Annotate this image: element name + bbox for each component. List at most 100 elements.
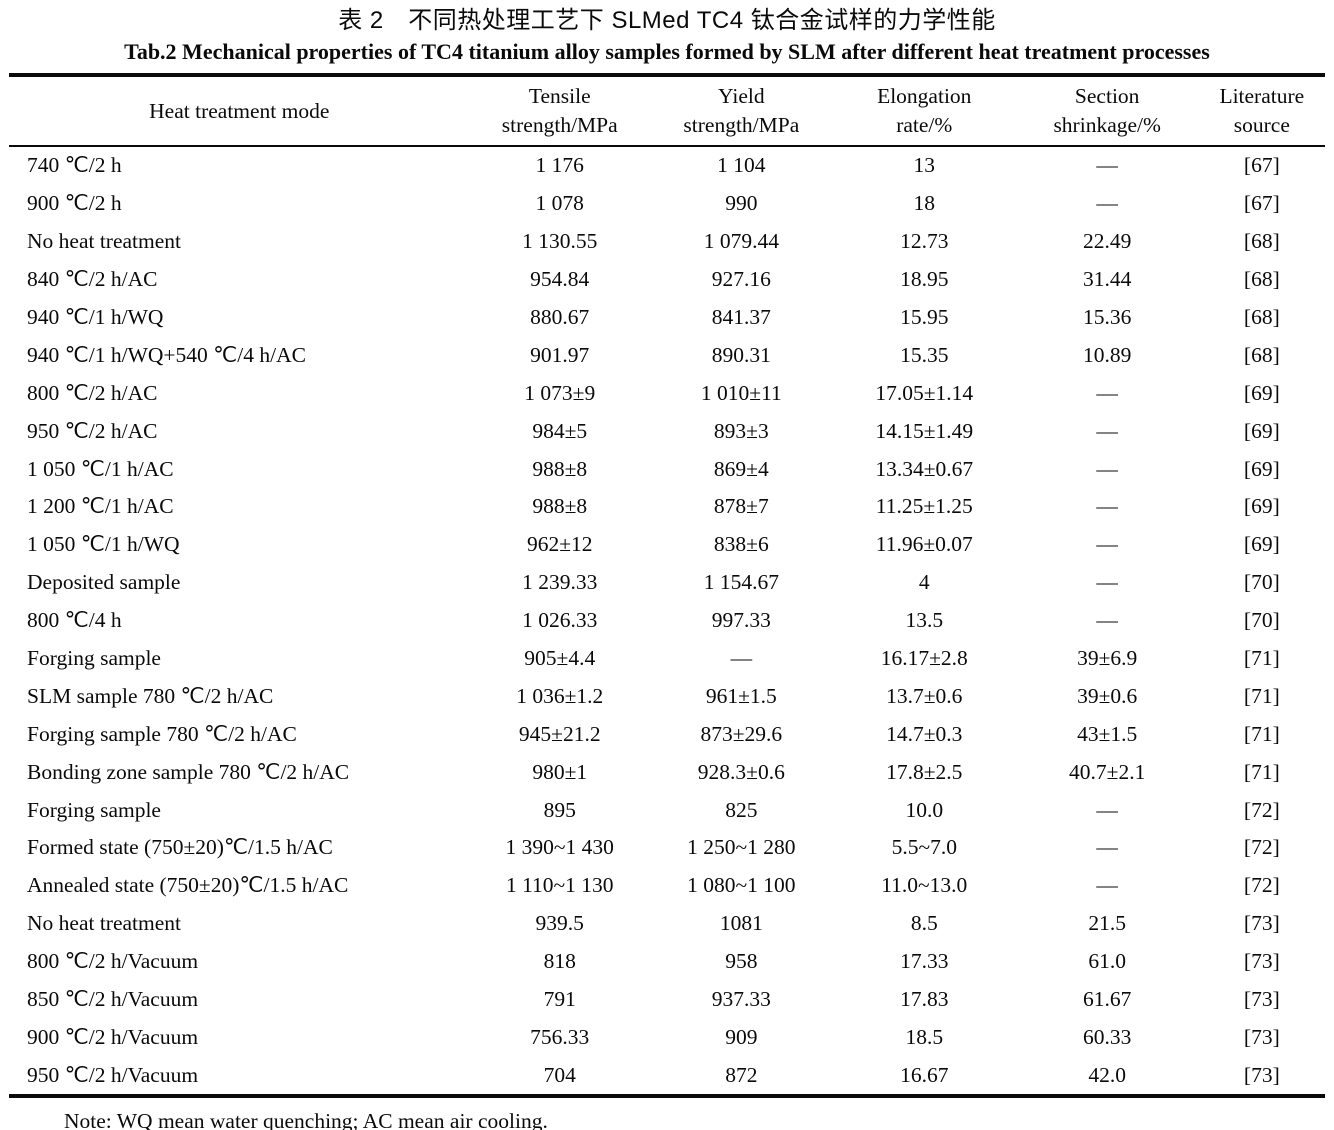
table-cell: 988±8 <box>532 456 588 481</box>
table-cell: 18.95 <box>900 267 949 292</box>
heat-treatment-mode-cell: 800 ℃/2 h/Vacuum <box>27 949 199 974</box>
heat-treatment-mode-cell: Annealed state (750±20)℃/1.5 h/AC <box>27 873 349 898</box>
table-footnote: Note: WQ mean water quenching; AC mean a… <box>64 1109 548 1130</box>
column-header: Section shrinkage/% <box>1015 75 1199 147</box>
table-cell: — <box>1096 456 1118 481</box>
heat-treatment-mode-cell: 1 050 ℃/1 h/WQ <box>27 532 180 557</box>
properties-table: Heat treatment mode Tensile strength/MPa Y… <box>9 73 1325 1099</box>
table-cell: — <box>1096 191 1118 216</box>
table-cell: 791 <box>543 987 576 1012</box>
table-cell: — <box>730 646 753 671</box>
table-cell: 14.15±1.49 <box>875 418 974 443</box>
table-cell: 1 073±9 <box>524 380 596 405</box>
heat-treatment-mode-cell: 850 ℃/2 h/Vacuum <box>27 987 199 1012</box>
table-cell: 939.5 <box>535 911 584 936</box>
table-cell: — <box>1096 494 1118 519</box>
table-cell: 60.33 <box>1082 1024 1132 1049</box>
table-row: Formed state (750±20)℃/1.5 h/AC 1 390~1 4… <box>9 829 1325 867</box>
table-cell: 909 <box>725 1024 758 1049</box>
column-header: Heat treatment mode <box>9 75 470 147</box>
header-row: Heat treatment mode Tensile strength/MPa Y… <box>9 75 1325 147</box>
table-cell: [73] <box>1243 911 1280 936</box>
table-cell: — <box>1096 797 1118 822</box>
heat-treatment-mode-cell: 900 ℃/2 h <box>27 191 122 216</box>
column-header: Yield strength/MPa <box>649 75 833 147</box>
table-cell: 988±8 <box>532 494 588 519</box>
table-cell: 31.44 <box>1082 267 1132 292</box>
table-row: Deposited sample 1 239.33 1 154.67 4 — [70] <box>9 564 1325 602</box>
table-row: 800 ℃/4 h 1 026.33 997.33 13.5 — [70] <box>9 602 1325 640</box>
table-cell: 1 390~1 430 <box>505 835 614 860</box>
column-header: Tensile strength/MPa <box>469 75 650 147</box>
heat-treatment-mode-cell: 740 ℃/2 h <box>27 153 122 178</box>
table-row: 900 ℃/2 h/Vacuum 756.33 909 18.5 60.33 [73] <box>9 1018 1325 1056</box>
table-cell: 1 176 <box>535 153 584 178</box>
table-row: No heat treatment 1 130.55 1 079.44 12.73 22… <box>9 223 1325 261</box>
table-title-english: Tab.2 Mechanical properties of TC4 titan… <box>124 39 1210 64</box>
table-cell: [72] <box>1243 873 1280 898</box>
column-header: Elongation rate/% <box>832 75 1016 147</box>
table-cell: 21.5 <box>1088 911 1126 936</box>
table-cell: 838±6 <box>713 532 769 557</box>
table-cell: 11.0~13.0 <box>881 873 968 898</box>
heat-treatment-mode-cell: Bonding zone sample 780 ℃/2 h/AC <box>27 759 350 784</box>
table-cell: — <box>1096 153 1118 178</box>
table-cell: 13.34±0.67 <box>875 456 974 481</box>
table-cell: 17.05±1.14 <box>875 380 974 405</box>
table-cell: 13.7±0.6 <box>886 683 963 708</box>
table-body: 740 ℃/2 h 1 176 1 104 13 — [67] 900 ℃/2 h 1 078… <box>9 146 1325 1096</box>
table-cell: [68] <box>1243 229 1280 254</box>
table-cell: 1 078 <box>535 191 584 216</box>
table-cell: 17.83 <box>900 987 949 1012</box>
table-cell: 13.5 <box>905 608 944 633</box>
table-row: 850 ℃/2 h/Vacuum 791 937.33 17.83 61.67 [73] <box>9 981 1325 1019</box>
table-cell: 17.8±2.5 <box>886 759 963 784</box>
table-cell: 1 154.67 <box>703 570 779 595</box>
heat-treatment-mode-cell: Formed state (750±20)℃/1.5 h/AC <box>27 835 333 860</box>
table-cell: 10.0 <box>905 797 944 822</box>
table-cell: [69] <box>1243 532 1280 557</box>
table-cell: [71] <box>1243 683 1280 708</box>
table-cell: 1 130.55 <box>522 229 598 254</box>
table-cell: 927.16 <box>711 267 771 292</box>
table-cell: — <box>1096 608 1118 633</box>
table-cell: 818 <box>543 949 576 974</box>
heat-treatment-mode-cell: Forging sample <box>27 797 161 822</box>
table-cell: 997.33 <box>711 608 771 633</box>
table-cell: — <box>1096 532 1118 557</box>
table-cell: 39±0.6 <box>1077 683 1138 708</box>
table-cell: [72] <box>1243 797 1280 822</box>
table-cell: 61.0 <box>1088 949 1126 974</box>
table-cell: 872 <box>725 1062 758 1087</box>
table-cell: 5.5~7.0 <box>891 835 957 860</box>
table-cell: 1081 <box>719 911 763 936</box>
table-row: 950 ℃/2 h/AC 984±5 893±3 14.15±1.49 — [69] <box>9 412 1325 450</box>
table-cell: [70] <box>1243 608 1280 633</box>
table-cell: 11.96±0.07 <box>875 532 973 557</box>
table-cell: 61.67 <box>1082 987 1132 1012</box>
table-cell: [67] <box>1243 191 1280 216</box>
table-cell: — <box>1096 835 1118 860</box>
table-cell: 1 104 <box>717 153 766 178</box>
table-cell: 1 239.33 <box>522 570 598 595</box>
heat-treatment-mode-cell: 800 ℃/2 h/AC <box>27 380 158 405</box>
table-cell: 16.17±2.8 <box>880 646 968 671</box>
heat-treatment-mode-cell: 900 ℃/2 h/Vacuum <box>27 1024 199 1049</box>
table-cell: 905±4.4 <box>524 646 596 671</box>
table-cell: [73] <box>1243 1024 1280 1049</box>
heat-treatment-mode-cell: Forging sample <box>27 646 161 671</box>
table-cell: 17.33 <box>900 949 949 974</box>
table-row: 940 ℃/1 h/WQ 880.67 841.37 15.95 15.36 [68] <box>9 299 1325 337</box>
table-cell: [72] <box>1243 835 1280 860</box>
table-cell: 42.0 <box>1088 1062 1126 1087</box>
table-cell: [71] <box>1243 721 1280 746</box>
table-cell: [73] <box>1243 987 1280 1012</box>
table-cell: 704 <box>543 1062 576 1087</box>
heat-treatment-mode-cell: No heat treatment <box>27 911 182 936</box>
heat-treatment-mode-cell: SLM sample 780 ℃/2 h/AC <box>27 683 274 708</box>
table-title-chinese: 表 2 不同热处理工艺下 SLMed TC4 钛合金试样的力学性能 <box>338 7 996 34</box>
table-row: 940 ℃/1 h/WQ+540 ℃/4 h/AC 901.97 890.31 15.… <box>9 336 1325 374</box>
table-cell: [67] <box>1243 153 1280 178</box>
heat-treatment-mode-cell: Deposited sample <box>27 570 181 595</box>
